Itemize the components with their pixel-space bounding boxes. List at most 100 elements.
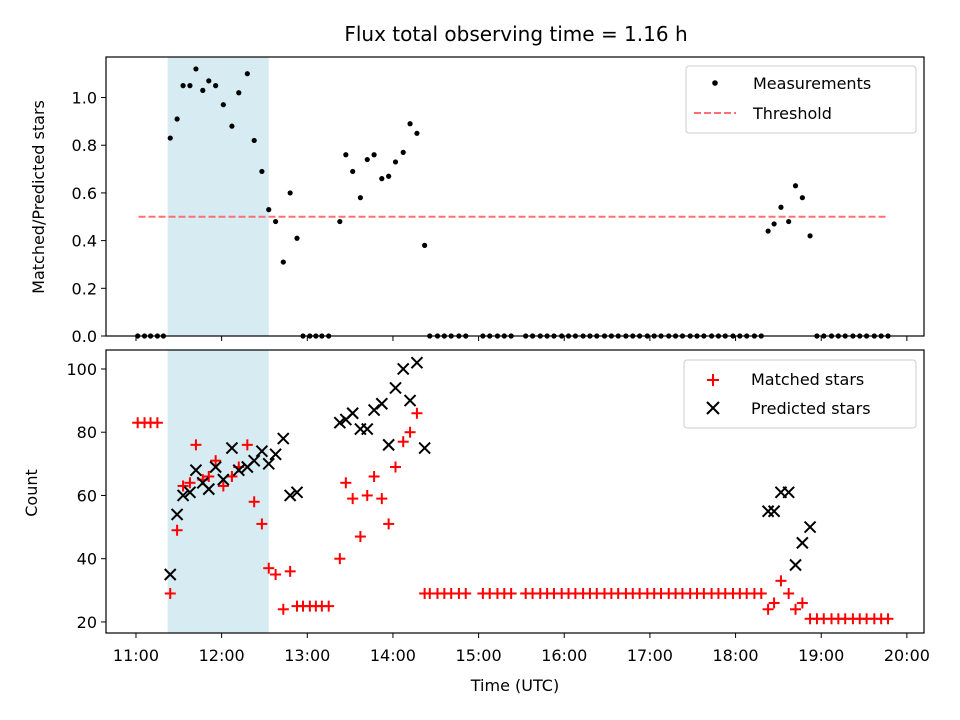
bottom-legend: Matched stars Predicted stars	[683, 359, 917, 429]
predicted-star-point	[262, 457, 275, 471]
measurement-point	[379, 176, 385, 182]
legend-measurements-marker	[712, 80, 718, 86]
measurement-point	[220, 102, 226, 108]
measurement-point	[792, 183, 799, 189]
predicted-star-point	[375, 397, 389, 410]
predicted-star-point	[183, 486, 197, 499]
observing-span-bottom	[167, 350, 269, 633]
predicted-star-point	[761, 505, 775, 518]
measurement-point	[778, 204, 784, 210]
top-y-tick-label: 0.0	[72, 327, 97, 346]
bottom-y-tick-label: 80	[77, 423, 97, 442]
matched-star-point	[241, 439, 253, 451]
matched-star-point	[210, 455, 222, 467]
x-tick-label: 15:00	[456, 646, 502, 665]
x-tick-label: 20:00	[884, 646, 930, 665]
measurement-point	[187, 83, 193, 89]
predicted-star-point	[290, 486, 304, 499]
bottom-y-tick-label: 100	[66, 360, 97, 379]
top-panel: 0.0 0.2 0.4 0.6 0.8 1.0 Matched/Predicted sta…	[29, 56, 925, 346]
legend-matched-marker	[707, 374, 719, 386]
legend-matched-label: Matched stars	[751, 370, 864, 389]
predicted-star-point	[202, 482, 215, 496]
top-y-tick-label: 0.6	[72, 184, 97, 203]
predicted-star-point	[225, 441, 239, 455]
legend-measurements-label: Measurements	[753, 74, 871, 93]
matched-star-point	[354, 531, 366, 543]
measurement-point	[386, 173, 392, 179]
measurement-point	[357, 195, 363, 201]
top-y-axis-label: Matched/Predicted stars	[29, 100, 48, 294]
predicted-star-point	[389, 381, 402, 395]
legend-predicted-marker	[706, 401, 720, 415]
count-points	[132, 356, 894, 625]
matched-star-point	[256, 518, 268, 530]
predicted-star-point	[397, 362, 410, 376]
matched-star-point	[411, 407, 423, 419]
matched-star-point	[376, 493, 388, 505]
predicted-star-point	[410, 356, 424, 369]
measurement-point	[180, 83, 186, 89]
matched-star-point	[277, 603, 289, 615]
matched-star-point	[397, 436, 409, 448]
measurement-point	[350, 168, 356, 175]
matched-star-point	[460, 587, 472, 599]
matched-star-point	[177, 480, 189, 492]
measurement-point	[414, 130, 420, 136]
predicted-star-point	[232, 463, 245, 477]
measurement-point	[371, 152, 377, 158]
predicted-star-point	[418, 441, 431, 455]
matched-star-point	[151, 417, 163, 429]
matched-star-point	[323, 600, 335, 612]
bottom-y-ticks: 20 40 60 80 100	[66, 360, 106, 632]
matched-star-point	[184, 477, 196, 489]
matched-star-point	[347, 493, 359, 505]
matched-star-point	[775, 575, 787, 587]
top-y-tick-label: 0.2	[72, 279, 97, 298]
predicted-star-point	[789, 558, 802, 572]
matched-star-point	[505, 587, 517, 599]
predicted-star-point	[796, 536, 809, 550]
measurement-point	[786, 218, 792, 225]
predicted-star-point	[269, 448, 282, 461]
predicted-star-point	[346, 407, 359, 420]
predicted-star-point	[803, 520, 817, 534]
legend-predicted-label: Predicted stars	[751, 399, 871, 418]
matched-star-point	[340, 477, 352, 489]
predicted-star-point	[164, 568, 177, 581]
measurement-point	[799, 195, 805, 201]
x-tick-label: 14:00	[370, 646, 416, 665]
matched-star-point	[768, 597, 780, 609]
top-legend-box	[685, 65, 917, 134]
predicted-star-point	[333, 416, 347, 429]
measurement-point	[236, 90, 242, 96]
x-tick-label: 18:00	[713, 646, 759, 665]
measurement-point	[272, 218, 279, 225]
legend-threshold-label: Threshold	[752, 104, 832, 123]
predicted-star-point	[209, 460, 222, 474]
measurement-point	[229, 123, 235, 129]
matched-star-point	[203, 470, 215, 482]
predicted-star-point	[217, 473, 230, 486]
top-y-ticks: 0.0 0.2 0.4 0.6 0.8 1.0	[72, 89, 106, 346]
predicted-star-point	[283, 489, 297, 502]
predicted-star-point	[189, 463, 203, 477]
observing-span-top	[167, 57, 269, 336]
x-tick-label: 13:00	[284, 646, 330, 665]
measurement-point	[280, 259, 286, 265]
predicted-star-point	[361, 422, 374, 436]
matched-star-point	[796, 597, 808, 609]
bottom-legend-box	[683, 359, 917, 429]
measurement-point	[400, 149, 406, 155]
matched-star-point	[755, 587, 767, 599]
matched-star-point	[882, 613, 894, 625]
top-y-tick-label: 0.8	[72, 136, 97, 155]
measurement-point	[294, 235, 300, 241]
predicted-star-point	[403, 394, 417, 407]
top-x-ticks	[135, 336, 908, 341]
measurement-point	[167, 135, 173, 141]
measurement-point	[266, 207, 272, 213]
measurement-point	[251, 137, 257, 144]
measurement-point	[259, 168, 265, 175]
predicted-star-point	[247, 454, 261, 467]
